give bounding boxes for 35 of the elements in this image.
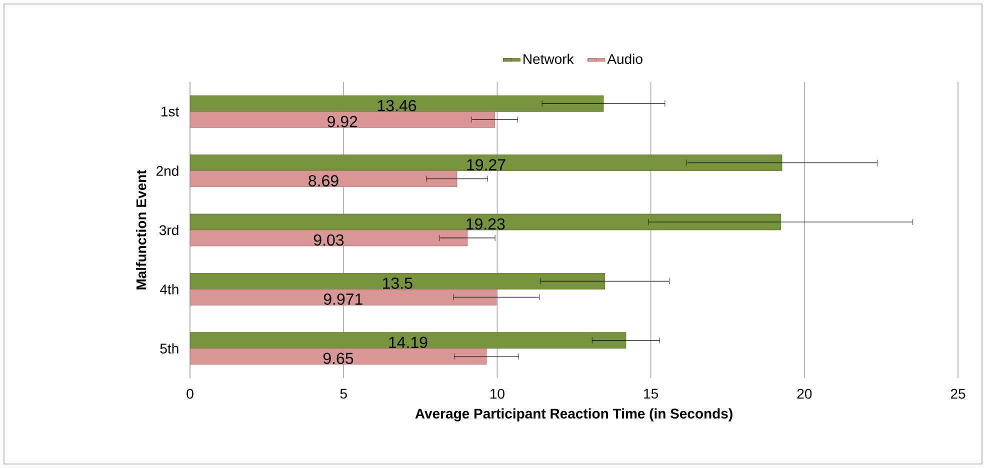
bar — [190, 332, 626, 349]
bar — [190, 154, 782, 171]
legend-label: Network — [524, 54, 574, 64]
x-tick-label: 10 — [490, 388, 504, 399]
legend-label: Audio — [607, 54, 642, 64]
data-label: 9.971 — [324, 294, 362, 305]
bar — [190, 111, 495, 128]
data-label: 9.92 — [328, 116, 358, 128]
bar — [190, 95, 604, 112]
y-tick-label: 2nd — [156, 166, 178, 176]
data-label: 13.46 — [378, 100, 416, 112]
x-tick-label: 0 — [186, 388, 194, 399]
x-tick-label: 5 — [340, 388, 347, 399]
data-label: 13.5 — [383, 278, 412, 289]
data-label: 19.27 — [467, 159, 506, 170]
data-label: 9.65 — [323, 352, 354, 364]
data-label: 14.19 — [389, 336, 428, 348]
x-tick-label: 20 — [797, 388, 812, 399]
bar — [190, 273, 605, 290]
y-tick-label: 1st — [162, 106, 180, 116]
bar — [190, 348, 487, 365]
data-label: 8.69 — [308, 175, 338, 186]
y-tick-label: 3rd — [159, 224, 178, 236]
y-tick-label: 4th — [160, 284, 178, 294]
y-axis-title: Malfunction Event — [136, 170, 146, 290]
bar — [190, 214, 781, 230]
y-tick-label: 5th — [160, 343, 178, 354]
bar — [190, 170, 458, 187]
data-label: 19.23 — [466, 218, 505, 230]
x-tick-label: 25 — [950, 388, 966, 399]
bar — [190, 230, 468, 246]
bar — [190, 288, 497, 306]
x-tick-label: 15 — [644, 388, 658, 399]
x-axis-title: Average Participant Reaction Time (in Seconds) — [415, 408, 732, 422]
data-label: 9.03 — [314, 234, 344, 246]
